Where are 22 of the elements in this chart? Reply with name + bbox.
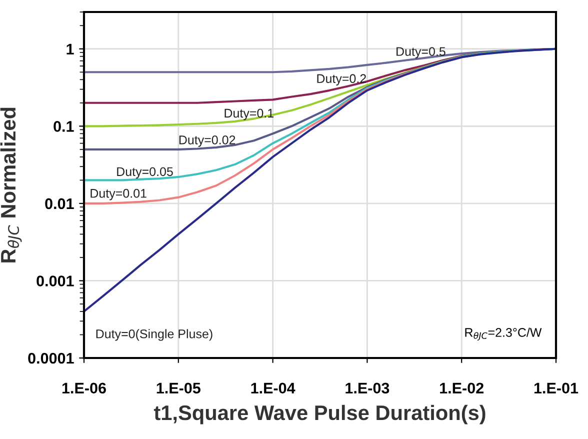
x-tick-label: 1.E-05	[156, 382, 200, 394]
series-label: Duty=0.01	[90, 188, 146, 200]
x-tick-label: 1.E-04	[251, 382, 296, 394]
series-label: Duty=0.1	[224, 108, 274, 120]
series-label: Duty=0(Single Pluse)	[96, 329, 212, 341]
y-tick-label: 1	[66, 44, 74, 54]
series-label: Duty=0.2	[317, 74, 366, 86]
y-tick-label: 0.01	[45, 198, 74, 210]
x-tick-label: 1.E-02	[440, 382, 484, 394]
series-label: Duty=0.05	[117, 167, 173, 179]
series-label: Duty=0.02	[179, 136, 236, 147]
y-axis-title: R$_{θJC}$ Normalized	[0, 108, 22, 262]
y-tick-label: 0.1	[54, 121, 74, 132]
x-axis-title: t1,Square Wave Pulse Duration(s)	[154, 404, 486, 424]
x-tick-label: 1.E-03	[346, 382, 390, 394]
series-label: Duty=0.5	[396, 47, 446, 58]
x-tick-label: 1.E-01	[534, 382, 578, 394]
line-series	[84, 48, 556, 313]
x-tick-label: 1.E-06	[62, 382, 106, 394]
y-tick-label: 0.001	[36, 276, 74, 286]
y-tick-label: 0.0001	[28, 352, 74, 364]
annotation: R$_{θJC}$=2.3°C/W	[465, 328, 542, 341]
